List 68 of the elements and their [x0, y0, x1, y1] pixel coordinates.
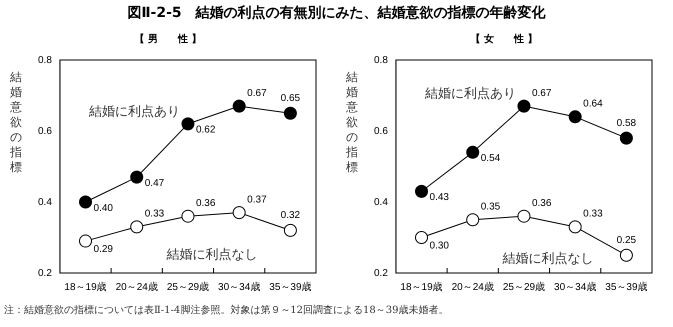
chart-subtitle: 【 女 性 】 — [470, 32, 538, 46]
point — [79, 234, 92, 248]
x-tick-label: 30～34歳 — [218, 280, 260, 293]
point — [568, 220, 582, 234]
text: 結婚に利点なし — [166, 247, 258, 262]
point — [130, 220, 144, 234]
point — [415, 231, 428, 244]
x-tick-label: 20～24歳 — [452, 280, 494, 293]
point — [232, 100, 246, 113]
chart-subtitle: 【 男 性 】 — [134, 32, 202, 46]
data-label: 0.43 — [430, 192, 450, 204]
data-label: 0.33 — [583, 208, 604, 220]
data-label: 0.47 — [144, 178, 165, 189]
x-tick-label: 35～39歳 — [605, 280, 648, 293]
x-tick-label: 18～19歳 — [64, 280, 107, 293]
point — [466, 213, 480, 226]
point — [415, 184, 428, 198]
data-label: 0.32 — [280, 210, 301, 222]
y-tick-label: 0.6 — [374, 126, 388, 137]
x-tick-label: 18～19歳 — [400, 280, 443, 293]
x-tick-label: 30～34歳 — [554, 280, 596, 293]
data-label: 0.62 — [196, 124, 216, 136]
x-tick-label: 25～29歳 — [166, 280, 210, 293]
data-label: 0.54 — [480, 153, 501, 164]
data-label: 0.65 — [280, 93, 301, 104]
series-label: 結婚に利点あり — [424, 86, 516, 102]
point — [620, 132, 633, 145]
y-tick-label: 0.8 — [38, 54, 52, 66]
point — [79, 196, 92, 208]
y-tick-label: 0.2 — [38, 268, 52, 279]
point — [620, 248, 633, 262]
point — [232, 206, 246, 220]
data-label: 0.67 — [532, 88, 552, 99]
series-label: 結婚に利点あり — [88, 104, 180, 120]
point — [181, 210, 194, 223]
x-tick-label: 25～29歳 — [502, 280, 546, 293]
point — [466, 146, 480, 159]
data-label: 0.67 — [247, 88, 268, 99]
data-label: 0.29 — [94, 244, 114, 255]
data-label: 0.36 — [196, 198, 216, 209]
y-tick-label: 0.4 — [374, 196, 388, 208]
data-label: 0.25 — [616, 235, 637, 246]
y-axis-title: 結婚意欲の指標 — [9, 70, 22, 174]
y-tick-label: 0.8 — [374, 54, 388, 66]
point — [284, 106, 297, 120]
data-label: 0.35 — [480, 202, 501, 212]
data-label: 0.58 — [616, 118, 637, 129]
y-tick-label: 0.6 — [38, 126, 52, 137]
data-label: 0.64 — [583, 98, 604, 110]
x-tick-label: 20～24歳 — [116, 280, 158, 293]
y-tick-label: 0.2 — [374, 268, 388, 279]
chart-title: 図Ⅱ-2-5 結婚の利点の有無別にみた、結婚意欲の指標の年齢変化 — [126, 4, 547, 22]
x-tick-label: 35～39歳 — [269, 280, 312, 293]
point — [517, 210, 530, 223]
y-axis-title: 結婚意欲の指標 — [345, 70, 358, 174]
data-label: 0.33 — [144, 208, 165, 220]
y-tick-label: 0.4 — [38, 196, 52, 208]
point — [130, 170, 144, 184]
data-label: 0.40 — [94, 202, 114, 214]
series-label: 結婚に利点なし — [502, 251, 594, 266]
data-label: 0.37 — [247, 194, 268, 206]
point — [517, 100, 530, 113]
text: 注：結婚意欲の指標については表Ⅱ-1-4脚注参照。対象は第９～12回調査による18～39歳未婚者。 — [4, 304, 448, 317]
point — [568, 110, 582, 124]
point — [181, 117, 194, 130]
data-label: 0.36 — [532, 198, 552, 209]
point — [284, 224, 297, 237]
data-label: 0.30 — [430, 240, 450, 252]
